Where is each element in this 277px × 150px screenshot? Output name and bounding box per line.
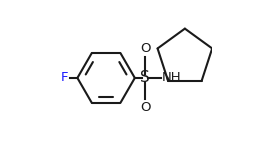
Text: S: S bbox=[140, 70, 150, 86]
Text: F: F bbox=[60, 71, 68, 84]
Text: NH: NH bbox=[161, 71, 181, 84]
Text: O: O bbox=[140, 101, 150, 114]
Text: O: O bbox=[140, 42, 150, 55]
